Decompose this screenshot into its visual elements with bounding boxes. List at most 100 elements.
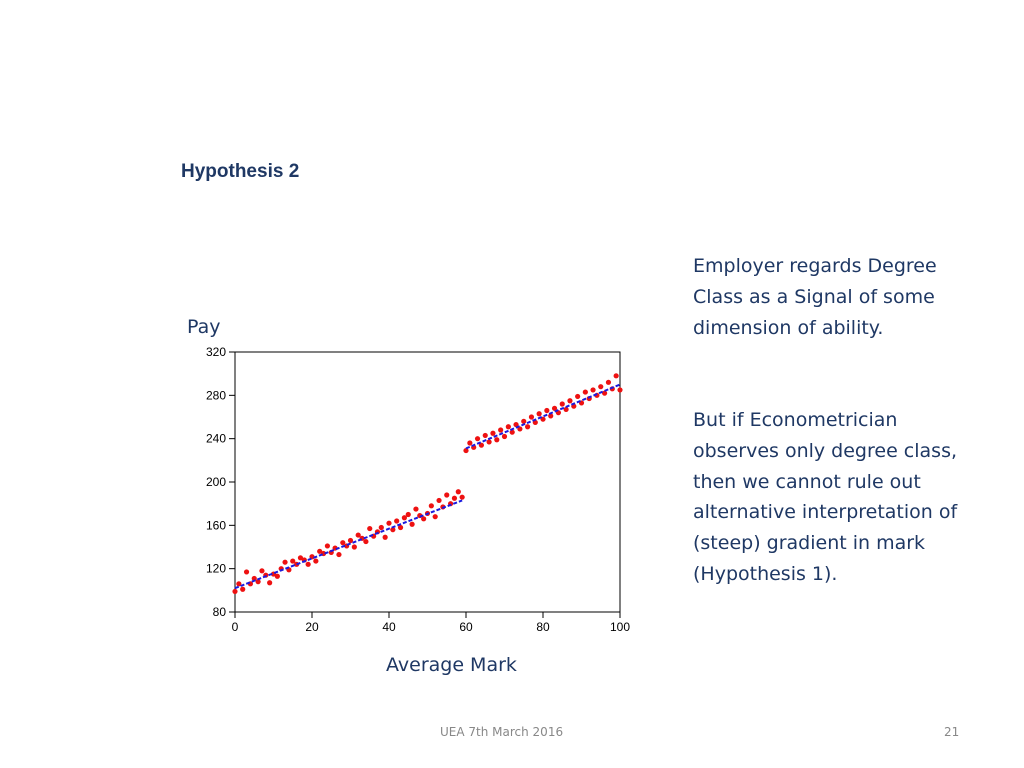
x-tick-label: 0 — [232, 620, 239, 634]
fitted-lines — [234, 383, 621, 590]
data-point — [590, 387, 596, 393]
data-point — [232, 588, 238, 595]
data-point — [274, 573, 280, 579]
data-point — [436, 497, 442, 504]
body-paragraph-econometrician: But if Econometrician observes only degr… — [693, 409, 958, 585]
x-tick-label: 100 — [610, 620, 630, 634]
data-point — [378, 524, 384, 531]
data-point — [602, 390, 608, 396]
data-point — [544, 407, 550, 414]
data-point — [575, 393, 581, 400]
data-point — [394, 518, 400, 524]
data-point — [617, 387, 623, 393]
data-point — [455, 489, 461, 495]
data-point — [347, 537, 354, 544]
data-point — [563, 406, 569, 413]
data-point — [559, 401, 565, 407]
data-point — [405, 511, 411, 518]
data-point — [363, 538, 369, 545]
data-point — [567, 398, 573, 404]
data-point — [243, 569, 250, 575]
fitted-line — [465, 383, 621, 450]
data-point — [317, 548, 323, 554]
fitted-line — [234, 499, 463, 590]
data-point — [413, 506, 419, 512]
data-point — [509, 429, 515, 435]
x-axis: 0 20 40 60 80 100 — [232, 612, 630, 634]
data-point — [251, 575, 257, 582]
data-point — [259, 568, 265, 574]
data-point — [290, 558, 296, 564]
data-point — [444, 492, 450, 498]
x-tick-label: 40 — [382, 620, 396, 634]
data-point — [267, 580, 273, 586]
data-point — [421, 516, 427, 522]
data-point — [459, 494, 465, 500]
data-point — [451, 495, 458, 501]
data-point — [528, 414, 535, 420]
y-tick-label: 280 — [206, 388, 226, 402]
y-tick-label: 160 — [206, 518, 226, 532]
data-point — [513, 421, 519, 428]
data-point — [382, 534, 388, 540]
data-point — [409, 521, 415, 527]
y-axis: 80 120 160 200 240 280 320 — [206, 345, 235, 619]
footer-date: UEA 7th March 2016 — [440, 725, 564, 739]
data-point — [463, 447, 469, 454]
data-point — [340, 540, 346, 546]
data-point — [313, 558, 319, 564]
data-points — [232, 373, 623, 595]
plot-area-frame — [234, 351, 621, 613]
data-point — [432, 514, 438, 520]
y-tick-label: 240 — [206, 432, 226, 446]
data-point — [551, 405, 558, 411]
data-point — [367, 525, 373, 532]
slide-heading: Hypothesis 2 — [181, 161, 300, 182]
y-tick-label: 120 — [206, 562, 226, 576]
data-point — [498, 427, 504, 433]
data-point — [355, 532, 361, 538]
data-point — [582, 389, 588, 395]
data-point — [255, 579, 261, 585]
data-point — [486, 439, 492, 445]
data-point — [351, 544, 357, 550]
x-tick-label: 80 — [536, 620, 550, 634]
data-point — [598, 384, 604, 390]
data-point — [401, 515, 407, 521]
data-point — [305, 561, 311, 567]
body-paragraph-signal: Employer regards Degree Class as a Signa… — [693, 255, 937, 339]
data-point — [467, 440, 473, 446]
data-point — [240, 586, 246, 592]
data-point — [482, 432, 488, 439]
data-point — [390, 527, 396, 533]
data-point — [336, 551, 342, 558]
data-point — [494, 437, 500, 443]
data-point — [324, 543, 330, 549]
data-point — [297, 555, 304, 561]
data-point — [386, 520, 392, 526]
y-axis-label: Pay — [187, 316, 221, 338]
data-point — [505, 424, 511, 430]
data-point — [501, 433, 508, 440]
data-point — [478, 442, 484, 448]
y-tick-label: 320 — [206, 345, 226, 359]
data-point — [282, 559, 288, 565]
data-point — [525, 424, 531, 430]
y-tick-label: 200 — [206, 475, 226, 489]
data-point — [521, 418, 527, 424]
x-tick-label: 20 — [305, 620, 319, 634]
data-point — [605, 379, 612, 385]
page-number: 21 — [944, 725, 960, 739]
y-tick-label: 80 — [213, 605, 227, 619]
data-point — [490, 430, 496, 436]
x-axis-label: Average Mark — [386, 654, 517, 676]
data-point — [548, 413, 554, 419]
x-tick-label: 60 — [459, 620, 473, 634]
data-point — [428, 503, 434, 509]
data-point — [613, 373, 619, 379]
data-point — [536, 411, 542, 417]
data-point — [236, 581, 242, 587]
data-point — [397, 524, 404, 531]
data-point — [474, 436, 481, 442]
